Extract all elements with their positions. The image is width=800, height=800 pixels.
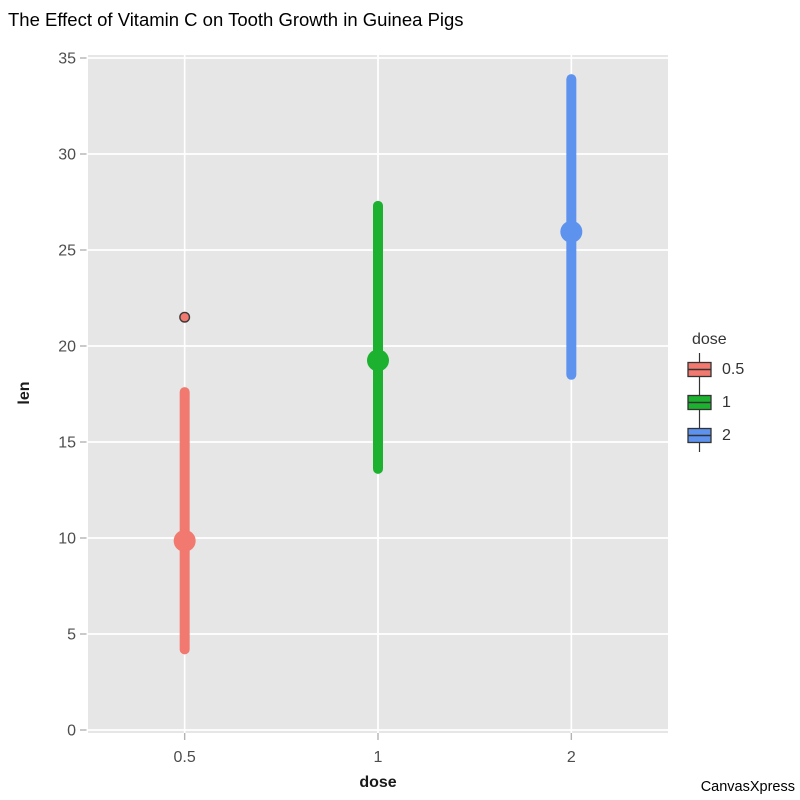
x-tick-label: 0.5 (174, 749, 196, 766)
y-tick-label: 15 (58, 435, 76, 452)
y-axis-title: len (16, 381, 33, 405)
x-tick-label: 1 (374, 749, 383, 766)
canvasxpress-watermark: CanvasXpress (700, 779, 795, 795)
y-tick-label: 25 (58, 243, 76, 260)
y-tick-label: 20 (58, 339, 76, 356)
legend-title: dose (692, 331, 727, 348)
legend-item-0.5[interactable]: 0.5 (686, 353, 744, 386)
outlier-point-0.5[interactable] (179, 311, 191, 323)
legend-item-2[interactable]: 2 (686, 419, 744, 452)
x-tick-label: 2 (567, 749, 576, 766)
median-dot-2[interactable] (560, 220, 583, 243)
chart-title: The Effect of Vitamin C on Tooth Growth … (8, 9, 464, 30)
x-axis-title: dose (359, 774, 397, 791)
legend-boxplot-glyph (687, 419, 712, 452)
y-tick-label: 10 (58, 531, 76, 548)
legend-item-label: 2 (722, 426, 731, 444)
y-tick-label: 35 (58, 51, 76, 68)
legend-item-label: 1 (722, 393, 731, 411)
y-tick-label: 5 (67, 627, 76, 644)
y-tick-label: 0 (67, 723, 76, 740)
legend-item-1[interactable]: 1 (686, 386, 744, 419)
median-dot-1[interactable] (367, 349, 389, 372)
y-tick-label: 30 (58, 147, 76, 164)
legend-item-label: 0.5 (722, 360, 745, 378)
legend-boxplot-glyph (687, 386, 712, 419)
legend: dose 0.5 1 2 (686, 331, 744, 452)
legend-boxplot-glyph (687, 353, 712, 386)
median-dot-0.5[interactable] (173, 529, 196, 552)
